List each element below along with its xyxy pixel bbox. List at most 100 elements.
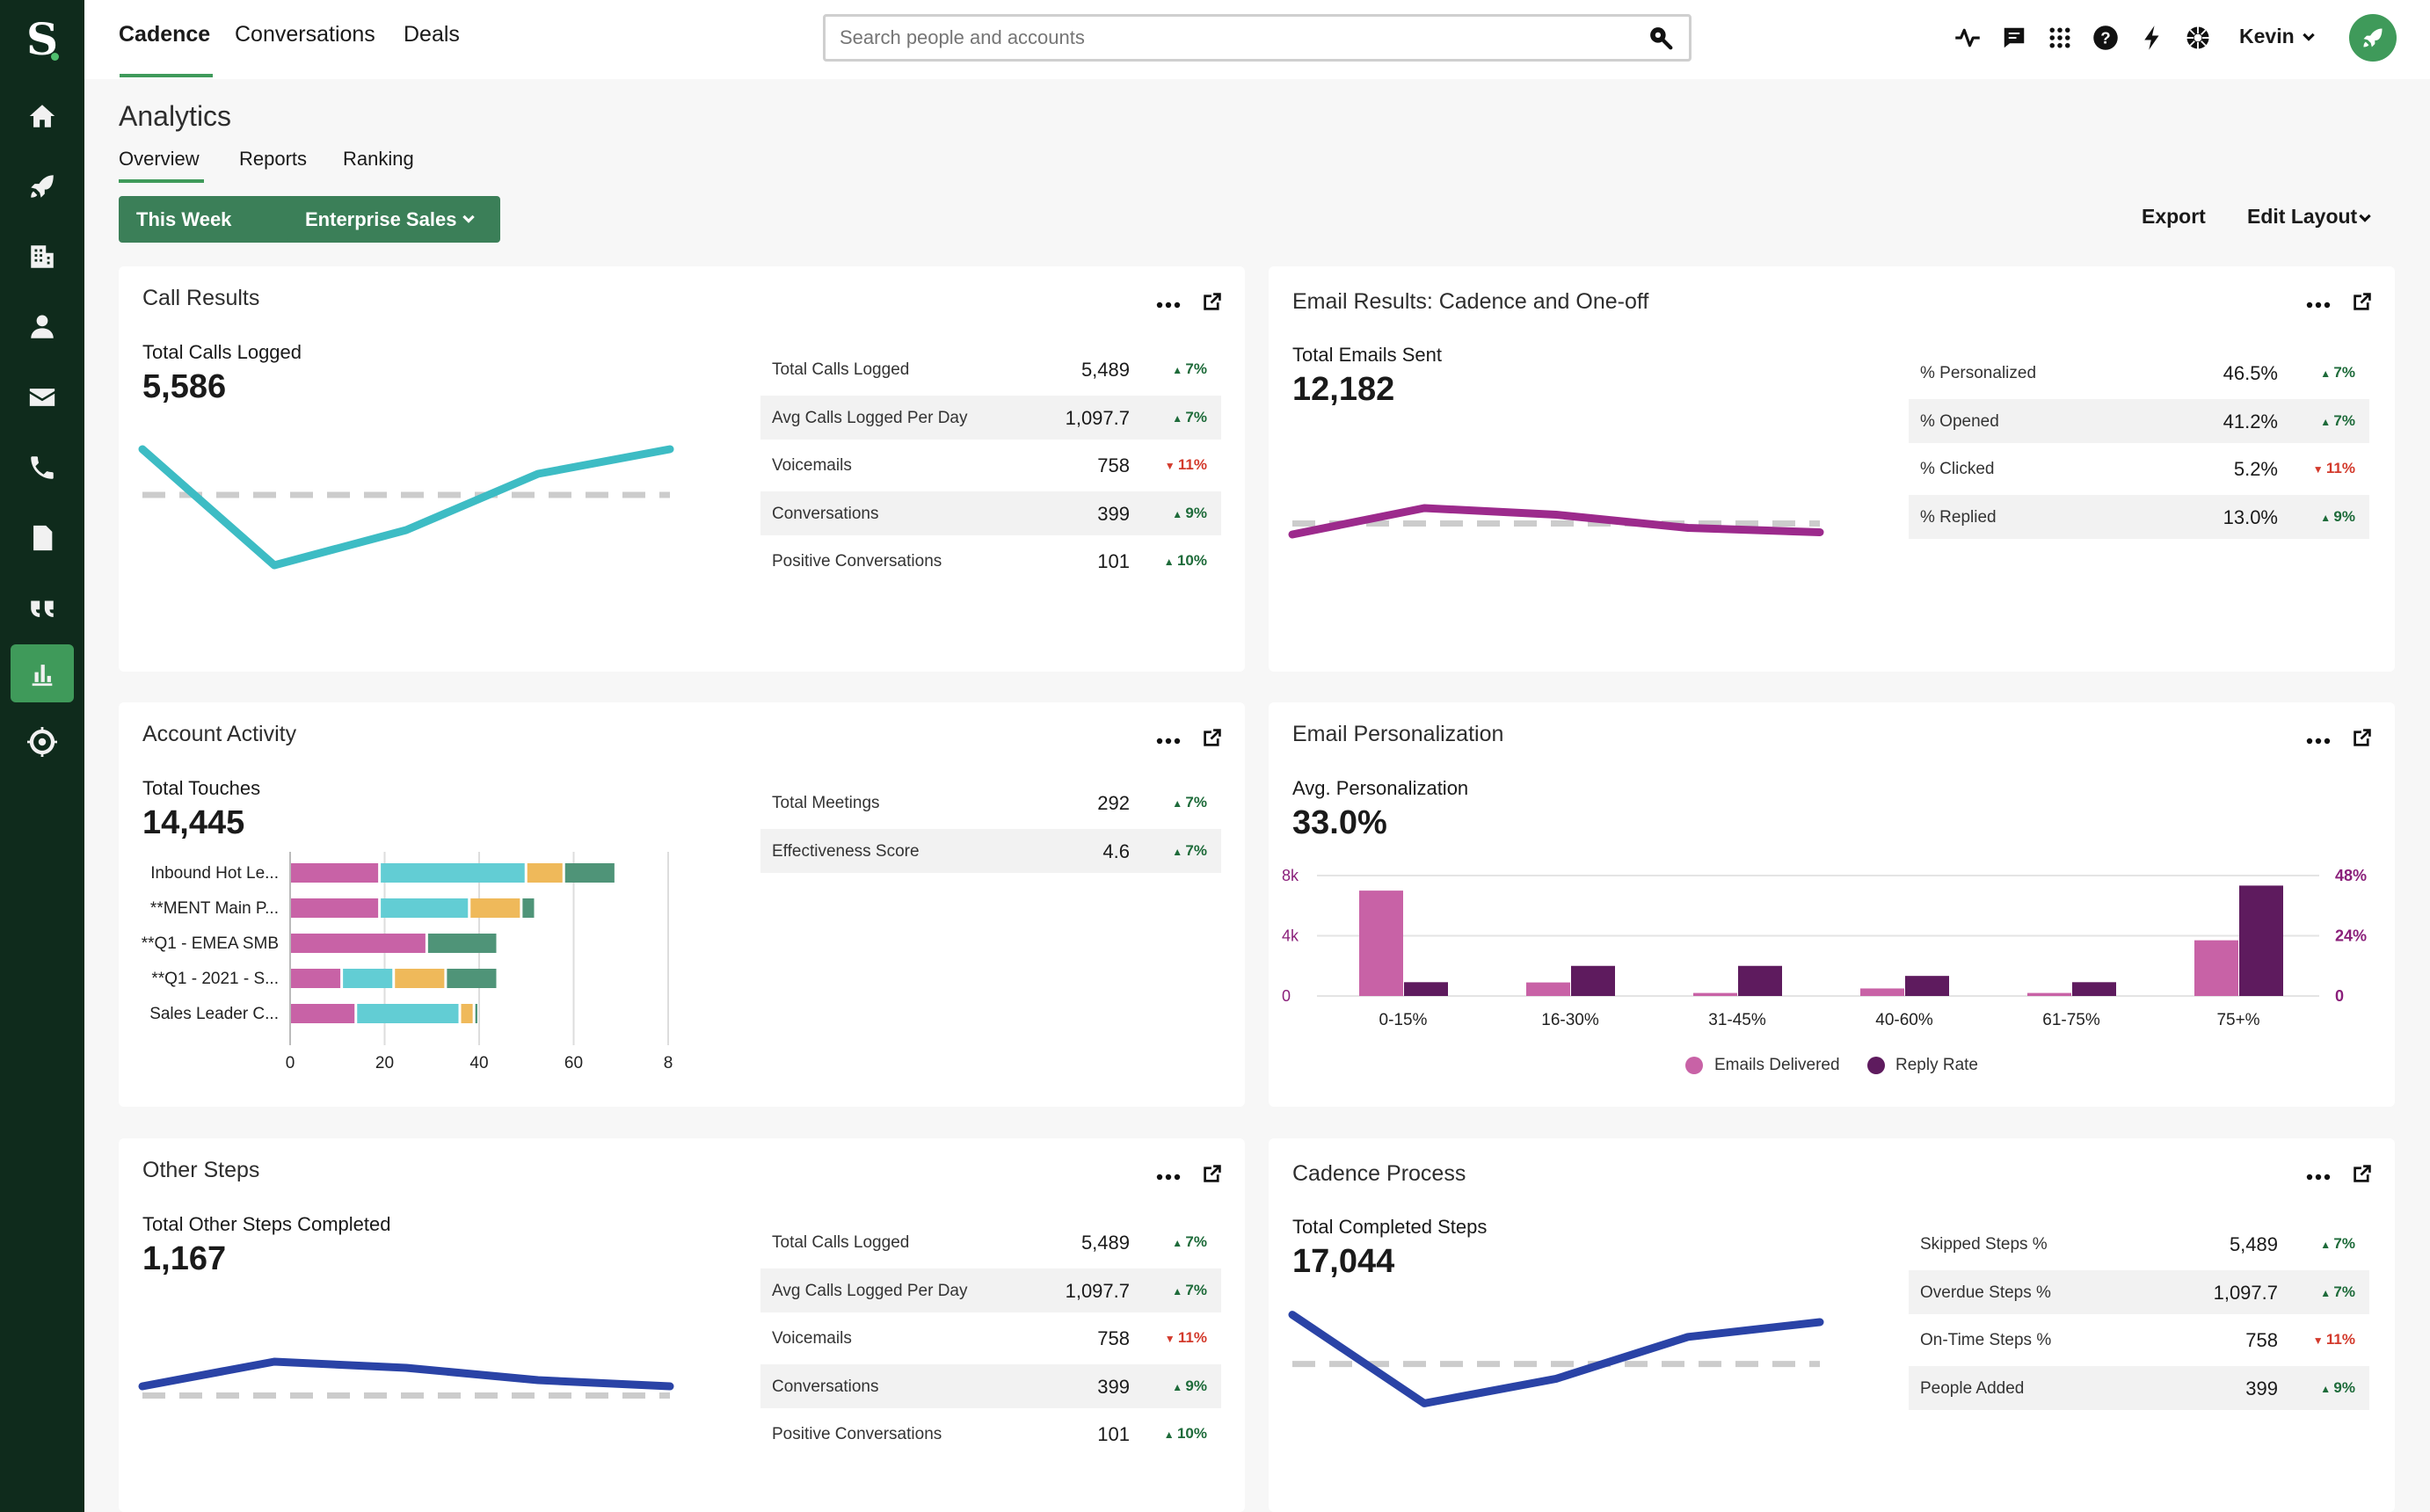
chevron-down-icon[interactable] [2301, 30, 2317, 46]
trend-up-icon: ▲ [1172, 1380, 1186, 1393]
more-options-icon[interactable] [2303, 296, 2334, 314]
trend-up-icon: ▲ [1172, 845, 1186, 858]
row-change-value: 7% [2333, 364, 2355, 381]
metric-value: 33.0% [1292, 804, 1387, 841]
edit-layout-button[interactable]: Edit Layout [2247, 205, 2358, 228]
expand-icon[interactable] [1201, 726, 1224, 749]
more-options-icon[interactable] [1153, 1168, 1184, 1186]
bar-segment [461, 1004, 473, 1023]
sidebar-item-calls[interactable] [11, 439, 74, 497]
sidebar: S [0, 0, 84, 1512]
more-options-icon[interactable] [2303, 732, 2334, 750]
sidebar-item-email[interactable] [11, 368, 74, 426]
home-icon [29, 105, 55, 127]
apps-grid-icon[interactable] [2047, 25, 2073, 51]
x-category-label: 16-30% [1541, 1011, 1599, 1029]
chevron-down-icon[interactable] [2357, 211, 2373, 227]
row-change: ▲ 10% [1164, 552, 1207, 570]
card-title: Email Results: Cadence and One-off [1292, 289, 1649, 314]
sidebar-item-tasks[interactable] [11, 509, 74, 567]
metric-label: Total Emails Sent [1292, 344, 1442, 366]
sidebar-item-conversations[interactable] [11, 579, 74, 637]
bar-segment [381, 898, 469, 918]
expand-icon[interactable] [2351, 290, 2374, 313]
more-options-icon[interactable] [1153, 732, 1184, 750]
sidebar-item-cadences[interactable] [11, 157, 74, 215]
row-change-value: 11% [1177, 1329, 1207, 1346]
sidebar-item-people[interactable] [11, 298, 74, 356]
avatar[interactable] [2349, 14, 2397, 62]
row-change: ▼ 11% [2313, 1331, 2355, 1348]
trend-up-icon: ▲ [2320, 1382, 2334, 1395]
tab-cadence[interactable]: Cadence [119, 22, 211, 47]
bar-segment [291, 863, 379, 883]
more-options-icon[interactable] [2303, 1168, 2334, 1186]
table-row: People Added 399 ▲ 9% [1909, 1365, 2369, 1410]
tab-conversations[interactable]: Conversations [235, 22, 375, 47]
phone-icon [31, 456, 54, 479]
search-input[interactable] [823, 14, 1692, 62]
search-icon[interactable] [1648, 25, 1674, 51]
bar-segment [522, 898, 535, 918]
chat-icon[interactable] [2001, 25, 2027, 51]
sidebar-item-analytics[interactable] [11, 644, 74, 702]
date-range-filter-button[interactable]: This Week [119, 196, 320, 243]
row-change-value: 10% [1176, 1425, 1207, 1442]
metric-value: 12,182 [1292, 371, 1395, 408]
user-menu-name[interactable]: Kevin [2239, 25, 2295, 47]
sidebar-item-home[interactable] [11, 87, 74, 145]
expand-icon[interactable] [2351, 726, 2374, 749]
row-value: 101 [1097, 1423, 1130, 1445]
row-change-value: 11% [1177, 456, 1207, 473]
app-logo[interactable]: S [0, 11, 84, 69]
expand-icon[interactable] [1201, 1162, 1224, 1185]
sidebar-item-targeting[interactable] [11, 713, 74, 771]
row-change: ▼ 11% [2313, 460, 2355, 477]
table-row: Avg Calls Logged Per Day 1,097.7 ▲ 7% [760, 395, 1221, 440]
chart-series-line [138, 445, 674, 570]
row-change-value: 9% [2333, 1378, 2355, 1396]
table-row: Skipped Steps % 5,489 ▲ 7% [1909, 1222, 2369, 1266]
row-change-value: 9% [2333, 507, 2355, 525]
x-tick-label: 8 [664, 1054, 673, 1072]
row-change: ▲ 7% [1172, 1233, 1207, 1251]
tab-ranking[interactable]: Ranking [343, 148, 414, 170]
row-change-value: 7% [1185, 408, 1207, 425]
page-title: Analytics [119, 100, 232, 132]
cadence-process-card: Cadence Process Total Completed Steps 17… [1269, 1138, 2395, 1512]
team-filter-button[interactable]: Enterprise Sales [287, 196, 500, 243]
trend-up-icon: ▲ [1172, 1284, 1186, 1298]
expand-icon[interactable] [2351, 1162, 2374, 1185]
trend-up-icon: ▲ [1172, 797, 1186, 810]
bar-segment [470, 898, 520, 918]
tab-overview[interactable]: Overview [119, 148, 200, 170]
bar-segment [291, 1004, 355, 1023]
bar-reply-rate [1571, 965, 1615, 996]
settings-wheel-icon[interactable] [2185, 25, 2211, 51]
tab-deals[interactable]: Deals [404, 22, 460, 47]
bar-emails-delivered [1860, 988, 1904, 996]
activity-icon[interactable] [1954, 25, 1981, 51]
help-icon[interactable]: ? [2092, 25, 2119, 51]
table-row: Positive Conversations 101 ▲ 10% [760, 1412, 1221, 1456]
bar-emails-delivered [2194, 940, 2238, 996]
expand-icon[interactable] [1201, 290, 1224, 313]
lightning-icon[interactable] [2139, 25, 2165, 51]
table-row: Total Calls Logged 5,489 ▲ 7% [760, 1220, 1221, 1264]
row-change-value: 7% [1185, 1233, 1207, 1250]
table-row: Total Calls Logged 5,489 ▲ 7% [760, 347, 1221, 391]
row-label: % Personalized [1920, 364, 2037, 382]
x-category-label: 31-45% [1708, 1011, 1766, 1029]
export-button[interactable]: Export [2142, 205, 2206, 228]
tab-reports[interactable]: Reports [239, 148, 308, 170]
trend-up-icon: ▲ [2320, 1239, 2334, 1251]
row-value: 1,097.7 [1065, 406, 1130, 429]
more-options-icon[interactable] [1153, 296, 1184, 314]
bar-segment [475, 1004, 477, 1023]
y-tick-label-right: 0 [2335, 987, 2344, 1005]
row-value: 399 [1097, 502, 1130, 525]
table-row: On-Time Steps % 758 ▼ 11% [1909, 1318, 2369, 1362]
bar-segment [343, 969, 393, 988]
bar-reply-rate [1738, 965, 1782, 996]
sidebar-item-accounts[interactable] [11, 228, 74, 286]
